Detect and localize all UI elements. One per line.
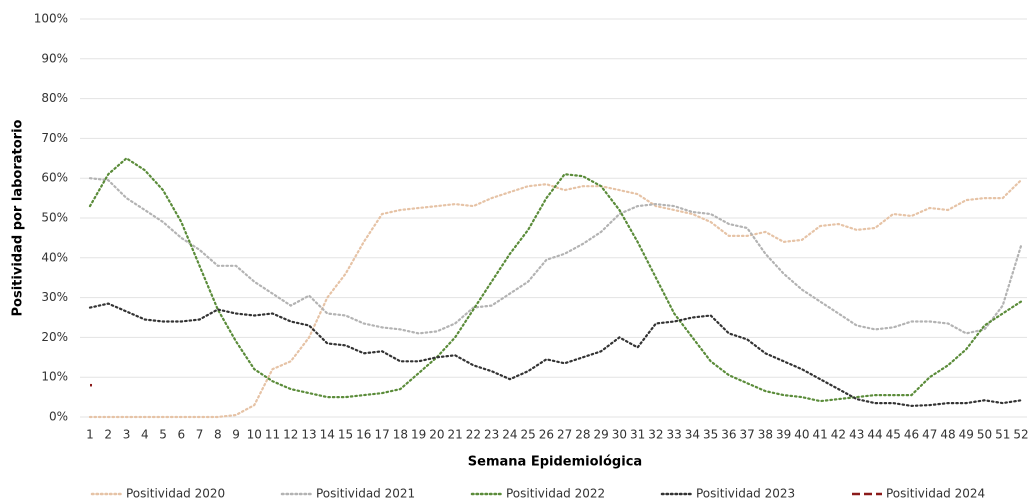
x-tick-label: 15 bbox=[338, 428, 353, 442]
x-tick-label: 28 bbox=[575, 428, 590, 442]
x-tick-label: 11 bbox=[265, 428, 280, 442]
y-tick-label: 0% bbox=[49, 410, 68, 424]
y-tick-label: 20% bbox=[41, 330, 68, 344]
y-tick-label: 50% bbox=[41, 211, 68, 225]
y-tick-label: 10% bbox=[41, 370, 68, 384]
x-tick-label: 6 bbox=[177, 428, 185, 442]
legend-label: Positividad 2023 bbox=[696, 487, 795, 501]
legend-label: Positividad 2024 bbox=[886, 487, 985, 501]
x-tick-label: 51 bbox=[995, 428, 1010, 442]
x-tick-label: 45 bbox=[886, 428, 901, 442]
x-tick-label: 18 bbox=[393, 428, 408, 442]
x-tick-label: 33 bbox=[667, 428, 682, 442]
y-tick-label: 70% bbox=[41, 131, 68, 145]
y-tick-label: 80% bbox=[41, 91, 68, 105]
x-tick-label: 46 bbox=[904, 428, 919, 442]
x-tick-label: 44 bbox=[867, 428, 882, 442]
x-tick-label: 36 bbox=[721, 428, 736, 442]
x-tick-label: 30 bbox=[612, 428, 627, 442]
x-tick-label: 7 bbox=[196, 428, 204, 442]
x-tick-label: 16 bbox=[356, 428, 371, 442]
x-tick-label: 17 bbox=[374, 428, 389, 442]
x-tick-label: 32 bbox=[648, 428, 663, 442]
x-tick-label: 52 bbox=[1013, 428, 1028, 442]
y-axis-title: Positividad por laboratorio bbox=[11, 119, 26, 316]
x-tick-label: 4 bbox=[141, 428, 149, 442]
x-tick-label: 9 bbox=[232, 428, 240, 442]
y-tick-label: 40% bbox=[41, 250, 68, 264]
x-tick-label: 50 bbox=[977, 428, 992, 442]
x-axis-title: Semana Epidemiológica bbox=[468, 455, 642, 470]
x-tick-label: 13 bbox=[301, 428, 316, 442]
series-line bbox=[88, 177, 1023, 335]
y-tick-label: 100% bbox=[34, 12, 68, 26]
x-tick-label: 5 bbox=[159, 428, 167, 442]
x-tick-label: 31 bbox=[630, 428, 645, 442]
x-tick-label: 3 bbox=[123, 428, 131, 442]
x-tick-label: 29 bbox=[593, 428, 608, 442]
x-tick-label: 40 bbox=[794, 428, 809, 442]
x-tick-label: 41 bbox=[813, 428, 828, 442]
x-tick-label: 35 bbox=[703, 428, 718, 442]
x-tick-label: 2 bbox=[104, 428, 112, 442]
x-tick-label: 39 bbox=[776, 428, 791, 442]
x-tick-label: 14 bbox=[320, 428, 335, 442]
x-tick-label: 49 bbox=[959, 428, 974, 442]
x-tick-label: 1 bbox=[86, 428, 94, 442]
series-line bbox=[88, 179, 1023, 419]
x-tick-label: 22 bbox=[466, 428, 481, 442]
x-tick-label: 34 bbox=[685, 428, 700, 442]
x-tick-label: 21 bbox=[447, 428, 462, 442]
x-tick-label: 37 bbox=[740, 428, 755, 442]
x-tick-label: 48 bbox=[940, 428, 955, 442]
x-tick-label: 25 bbox=[520, 428, 535, 442]
x-tick-label: 19 bbox=[411, 428, 426, 442]
y-tick-label: 60% bbox=[41, 171, 68, 185]
legend-label: Positividad 2022 bbox=[506, 487, 605, 501]
x-tick-label: 10 bbox=[247, 428, 262, 442]
x-tick-label: 47 bbox=[922, 428, 937, 442]
x-tick-label: 26 bbox=[539, 428, 554, 442]
x-tick-label: 20 bbox=[429, 428, 444, 442]
legend-label: Positividad 2020 bbox=[126, 487, 225, 501]
x-tick-label: 12 bbox=[283, 428, 298, 442]
x-tick-label: 8 bbox=[214, 428, 222, 442]
y-tick-label: 90% bbox=[41, 51, 68, 65]
x-tick-label: 38 bbox=[758, 428, 773, 442]
x-tick-label: 43 bbox=[849, 428, 864, 442]
x-tick-label: 24 bbox=[502, 428, 517, 442]
x-tick-label: 42 bbox=[831, 428, 846, 442]
series-line bbox=[88, 302, 1023, 408]
x-tick-label: 23 bbox=[484, 428, 499, 442]
x-tick-label: 27 bbox=[557, 428, 572, 442]
series-line bbox=[88, 156, 1023, 403]
legend-label: Positividad 2021 bbox=[316, 487, 415, 501]
y-tick-label: 30% bbox=[41, 290, 68, 304]
